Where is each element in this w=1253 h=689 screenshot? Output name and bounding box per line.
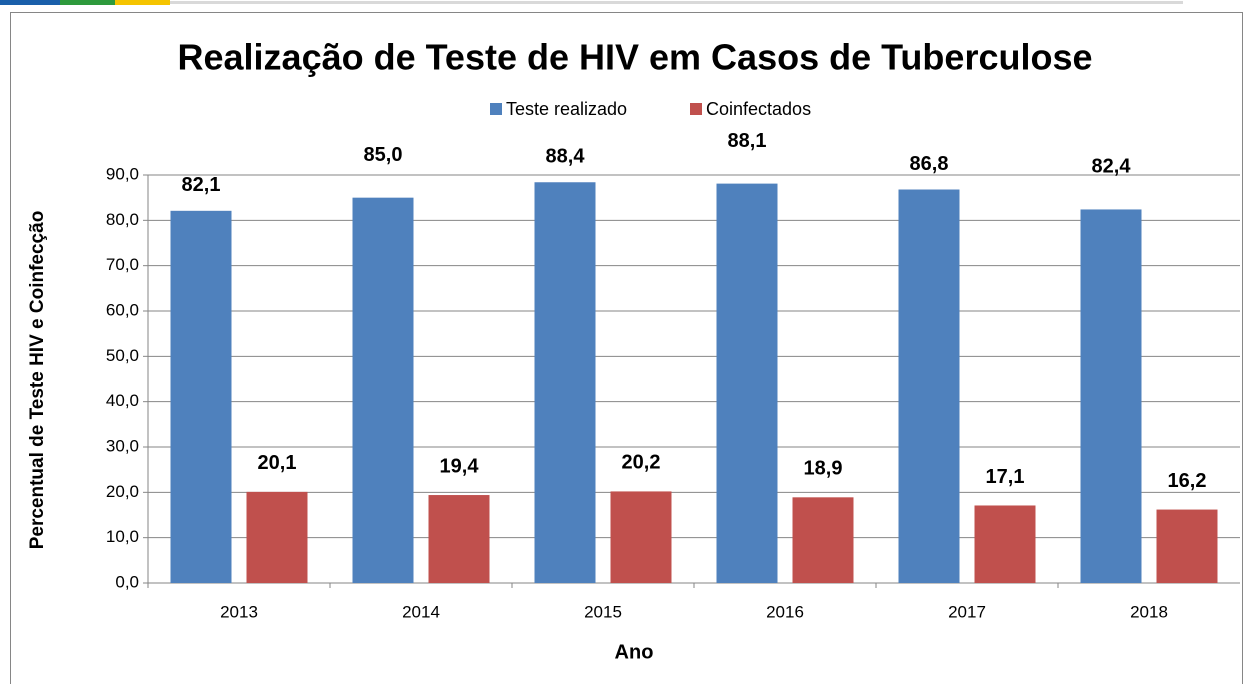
value-label: 19,4 <box>440 455 480 477</box>
value-label: 88,1 <box>728 130 767 152</box>
y-axis-title: Percentual de Teste HIV e Coinfecção <box>27 211 48 550</box>
bar <box>352 197 414 583</box>
x-tick-label: 2013 <box>220 602 258 621</box>
bar <box>610 491 672 583</box>
bar <box>246 491 308 583</box>
strip-green <box>60 0 115 5</box>
x-tick-label: 2015 <box>584 602 622 621</box>
bar <box>1080 209 1142 583</box>
legend-swatch <box>490 103 502 115</box>
x-tick-label: 2018 <box>1130 602 1168 621</box>
bar <box>170 210 232 583</box>
bar <box>974 505 1036 583</box>
x-axis-title: Ano <box>615 641 654 663</box>
value-label: 86,8 <box>910 153 949 175</box>
chart-title: Realização de Teste de HIV em Casos de T… <box>178 37 1093 78</box>
value-label: 20,2 <box>622 452 661 474</box>
value-label: 17,1 <box>986 466 1025 488</box>
y-tick-label: 30,0 <box>106 436 139 455</box>
bar <box>716 183 778 583</box>
value-label: 16,2 <box>1168 470 1207 492</box>
y-tick-label: 70,0 <box>106 255 139 274</box>
y-tick-label: 10,0 <box>106 527 139 546</box>
bar <box>428 495 490 583</box>
strip-blue <box>0 0 60 5</box>
y-tick-label: 40,0 <box>106 391 139 410</box>
y-tick-label: 80,0 <box>106 210 139 229</box>
y-tick-label: 0,0 <box>115 572 139 591</box>
value-label: 20,1 <box>258 452 297 474</box>
strip-yellow <box>115 0 170 5</box>
legend-label: Coinfectados <box>706 99 811 119</box>
bar <box>534 182 596 583</box>
legend-label: Teste realizado <box>506 99 627 119</box>
value-label: 82,4 <box>1092 156 1132 178</box>
bar <box>792 497 854 583</box>
y-tick-label: 90,0 <box>106 164 139 183</box>
bar <box>1156 509 1218 583</box>
x-tick-label: 2017 <box>948 602 986 621</box>
strip-gray <box>170 1 1183 4</box>
y-tick-label: 60,0 <box>106 300 139 319</box>
legend-swatch <box>690 103 702 115</box>
x-tick-label: 2016 <box>766 602 804 621</box>
x-tick-label: 2014 <box>402 602 440 621</box>
y-tick-label: 50,0 <box>106 346 139 365</box>
value-label: 18,9 <box>804 458 843 480</box>
bar <box>898 189 960 584</box>
value-label: 82,1 <box>182 174 221 196</box>
value-label: 85,0 <box>364 144 403 166</box>
value-label: 88,4 <box>546 146 586 168</box>
y-tick-label: 20,0 <box>106 482 139 501</box>
